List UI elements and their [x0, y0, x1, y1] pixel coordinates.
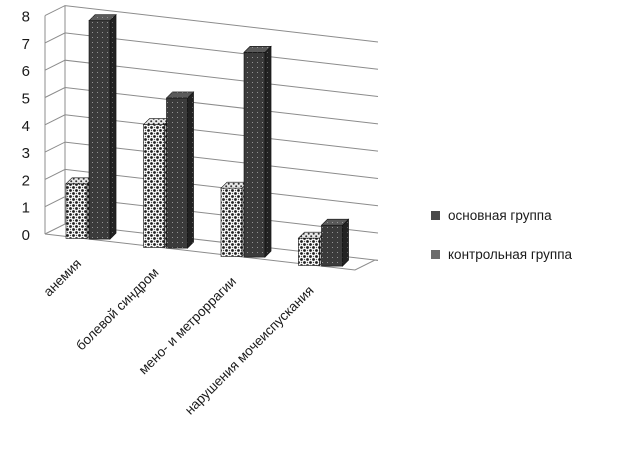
y-tick-label: 7: [22, 36, 30, 53]
bar-front: [166, 97, 188, 249]
legend-swatch: [431, 211, 440, 220]
bar-front: [243, 52, 266, 258]
category-label: болевой синдром: [73, 265, 161, 353]
y-axis-ticks: 0 1 2 3 4 5 6 7 8: [22, 9, 30, 244]
y-tick-label: 6: [22, 63, 30, 80]
bar-front: [321, 224, 343, 267]
bar-top: [165, 91, 195, 99]
category-label: анемия: [41, 256, 85, 300]
legend-swatch: [431, 250, 440, 259]
bar-side: [187, 91, 194, 249]
legend-label: контрольная группа: [448, 247, 573, 262]
y-tick-label: 5: [22, 91, 30, 108]
y-tick-label: 4: [22, 118, 30, 135]
y-tick-label: 2: [22, 172, 30, 189]
bar-front: [298, 237, 320, 266]
y-tick-label: 1: [22, 200, 30, 217]
bar-front: [143, 124, 165, 248]
legend-item: основная группа: [431, 208, 552, 223]
legend-item: контрольная группа: [431, 247, 573, 262]
legend: основная группа контрольная группа: [431, 208, 573, 262]
bar-side: [264, 45, 272, 258]
category-label: мено- и метроррагии: [136, 274, 240, 378]
y-tick-label: 0: [22, 227, 30, 244]
y-tick-label: 8: [22, 9, 30, 26]
bar-control-group: [88, 13, 117, 240]
bars: [65, 13, 350, 267]
bar-control-group: [243, 45, 272, 258]
bar-front: [65, 183, 88, 239]
y-tick-label: 3: [22, 145, 30, 162]
bar-front: [220, 187, 243, 257]
floor-outline: [44, 233, 379, 271]
bar-side: [342, 218, 349, 267]
bar-front: [88, 20, 111, 240]
grid: [44, 5, 379, 271]
bar-top: [320, 218, 350, 226]
bar-control-group: [165, 91, 195, 249]
bar-side: [109, 13, 117, 240]
bar-top: [88, 14, 117, 22]
bar-control-group: [320, 218, 350, 267]
legend-label: основная группа: [448, 208, 552, 223]
bar-top: [243, 46, 272, 53]
